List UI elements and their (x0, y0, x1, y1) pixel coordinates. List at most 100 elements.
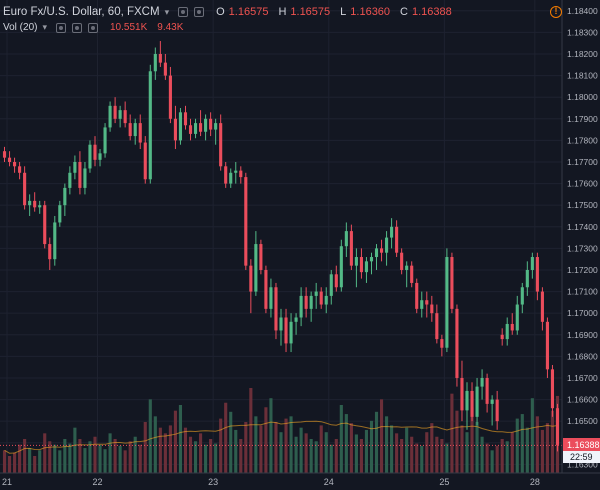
price-tick-label: 1.16300 (567, 459, 598, 469)
volume-bar (294, 436, 298, 473)
volume-bar (68, 443, 72, 473)
volume-bar (460, 425, 464, 473)
candle (545, 317, 549, 378)
price-tick-label: 1.18400 (567, 6, 598, 16)
close-value: 1.16388 (412, 6, 452, 18)
volume-bar (495, 445, 499, 473)
candle (128, 114, 132, 141)
volume-bar (289, 416, 293, 473)
volume-bar (178, 405, 183, 473)
volume-bar (209, 439, 213, 473)
volume-bar (339, 405, 343, 473)
price-axis-panel[interactable] (562, 0, 600, 473)
candle (284, 308, 288, 353)
chevron-down-icon[interactable]: ▾ (42, 22, 47, 32)
volume-bar (93, 436, 97, 473)
candle (209, 112, 213, 137)
warning-icon[interactable]: ! (550, 6, 562, 18)
volume-bar (510, 432, 514, 473)
volume-bar (304, 433, 308, 473)
candle (183, 105, 188, 130)
candle (495, 390, 499, 430)
volume-bar (88, 441, 92, 473)
time-tick-label: 28 (530, 477, 540, 487)
volume-bar (18, 444, 22, 473)
candle (425, 291, 429, 318)
volume-ma-line (4, 420, 558, 454)
volume-bar (309, 439, 313, 473)
current-price-tag: 1.16388 22:59 (563, 438, 600, 463)
candle (510, 313, 514, 335)
candle (178, 107, 183, 145)
volume-legend: Vol (20) ▾ 10.551K 9.43K (3, 22, 183, 33)
candle (204, 114, 208, 141)
candle (374, 244, 379, 270)
volume-bar (28, 448, 32, 473)
volume-bar (193, 441, 198, 473)
open-label: O (216, 6, 225, 18)
close-icon[interactable] (88, 22, 98, 33)
candle (405, 261, 409, 288)
time-tick-label: 21 (2, 477, 12, 487)
volume-bar (379, 399, 384, 473)
price-tick-label: 1.18000 (567, 92, 598, 102)
time-tick-label: 23 (208, 477, 218, 487)
candle (143, 136, 147, 184)
candle (309, 291, 313, 322)
volume-bar (98, 444, 102, 473)
candle (23, 166, 27, 210)
candle (500, 328, 504, 346)
volume-bar (415, 443, 419, 473)
volume-bar (219, 418, 223, 473)
candle (515, 295, 519, 335)
candle (224, 161, 228, 188)
volume-bar (359, 439, 363, 473)
candle (239, 166, 243, 184)
candle (485, 373, 489, 413)
symbol-title[interactable]: Euro Fx/U.S. Dollar, 60, FXCM (3, 6, 160, 18)
candle (480, 369, 484, 400)
volume-bar (425, 432, 429, 473)
volume-bar (279, 432, 283, 473)
candle (219, 114, 223, 171)
candle (274, 282, 278, 340)
volume-bar (204, 444, 208, 473)
candles (2, 41, 560, 452)
candle (379, 239, 384, 262)
volume-bar (148, 399, 152, 473)
settings-icon[interactable] (194, 7, 205, 17)
close-label: C (400, 6, 408, 18)
candle (339, 239, 343, 292)
time-axis-panel[interactable] (0, 473, 600, 490)
candle (450, 252, 454, 314)
price-axis-labels: 1.18400 1.18300 1.18200 1.18100 1.18000 1.179… (567, 6, 598, 470)
candle (118, 105, 122, 128)
eye-icon[interactable] (178, 7, 189, 17)
eye-icon[interactable] (56, 22, 66, 33)
volume-bar (214, 443, 218, 473)
volume-bar (455, 410, 459, 473)
volume-bar (259, 425, 263, 473)
candle (460, 360, 464, 422)
volume-bar (128, 441, 132, 473)
candle (73, 155, 77, 180)
candle (244, 172, 248, 270)
volume-bar (73, 427, 77, 473)
settings-icon[interactable] (72, 22, 82, 33)
volume-bar (550, 410, 555, 473)
candle (400, 248, 404, 275)
chevron-down-icon[interactable]: ▾ (164, 6, 170, 17)
volume-bar (163, 433, 167, 473)
candle (505, 317, 509, 346)
price-tick-label: 1.18100 (567, 71, 598, 81)
candle (555, 403, 560, 452)
candle (163, 53, 167, 80)
price-tick-label: 1.17700 (567, 157, 598, 167)
volume-bar (2, 450, 7, 473)
volume-bar (535, 416, 539, 473)
volume-bar (369, 420, 374, 473)
candle (229, 168, 233, 188)
volume-indicator-title[interactable]: Vol (20) (3, 22, 38, 33)
volume-bar (329, 444, 333, 473)
